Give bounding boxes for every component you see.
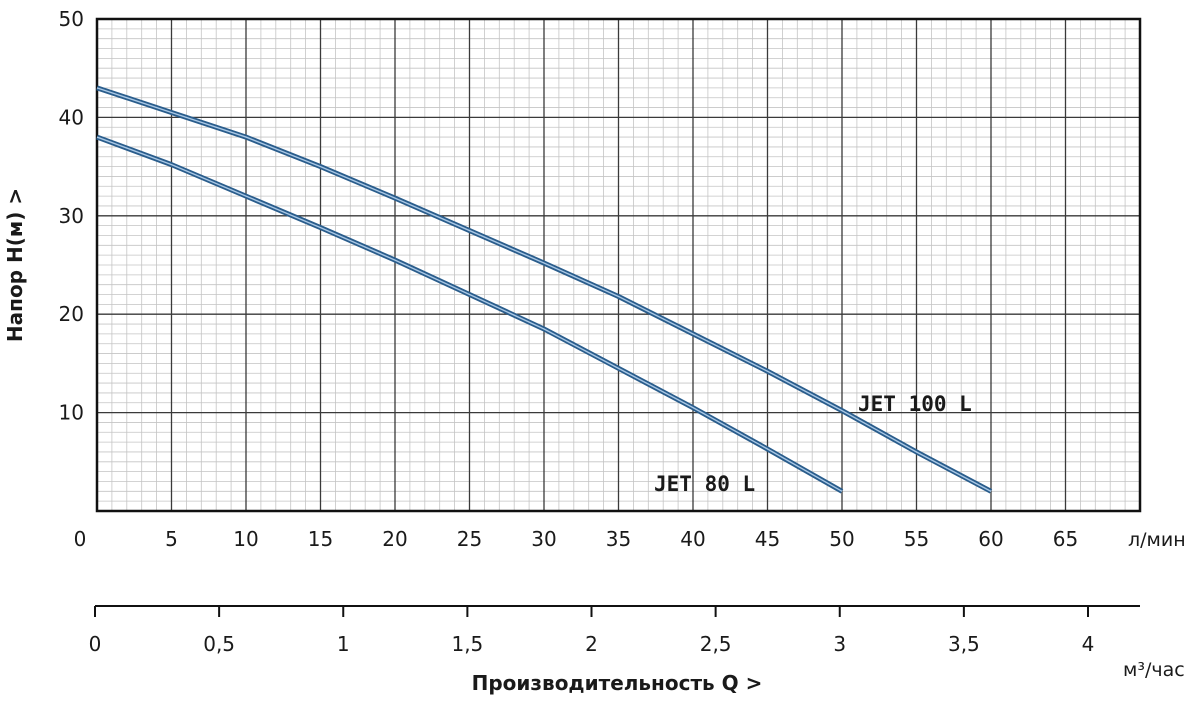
x-secondary-tick-label: 0 [89, 632, 102, 656]
x-tick-label: 55 [904, 527, 929, 551]
y-tick-label: 10 [59, 401, 84, 425]
y-tick-label: 40 [59, 105, 84, 129]
x-tick-label: 30 [531, 527, 556, 551]
x-secondary-tick-label: 2,5 [700, 632, 732, 656]
x-tick-label: 10 [233, 527, 258, 551]
y-tick-label: 50 [59, 7, 84, 31]
x-tick-label: 0 [74, 527, 87, 551]
x-tick-label: 50 [829, 527, 854, 551]
x-secondary-tick-label: 3,5 [948, 632, 980, 656]
x-tick-label: 15 [308, 527, 333, 551]
y-tick-labels: 50 40 30 20 10 [59, 7, 84, 425]
x-tick-label: 20 [382, 527, 407, 551]
x-secondary-tick-label: 3 [833, 632, 846, 656]
y-tick-label: 30 [59, 204, 84, 228]
x-secondary-unit: м³/час [1123, 659, 1185, 681]
x-tick-label: 45 [755, 527, 780, 551]
x-tick-label: 65 [1053, 527, 1078, 551]
x-secondary-tick-label: 1 [337, 632, 350, 656]
x-secondary-tick-label: 0,5 [203, 632, 235, 656]
y-tick-label: 20 [59, 302, 84, 326]
x-tick-label: 60 [978, 527, 1003, 551]
x-secondary-tick-label: 4 [1082, 632, 1095, 656]
x-primary-unit: л/мин [1128, 529, 1186, 551]
x-tick-label: 35 [606, 527, 631, 551]
x-secondary-tick-label: 2 [585, 632, 598, 656]
series-layer [96, 85, 993, 494]
x-secondary-tick-labels: 0 0,5 1 1,5 2 2,5 3 3,5 4 [89, 606, 1095, 656]
x-tick-label: 25 [457, 527, 482, 551]
x-tick-label: 5 [165, 527, 178, 551]
series-label-jet-100-l: JET 100 L [858, 392, 972, 416]
x-primary-tick-labels: 0 5 10 15 20 25 30 35 40 45 50 55 60 65 [74, 527, 1079, 551]
series-label-jet-80-l: JET 80 L [654, 472, 755, 496]
series-line-highlight-jet-100-l [96, 87, 992, 492]
x-axis-title: Производительность Q > [472, 671, 763, 695]
x-secondary-tick-label: 1,5 [451, 632, 483, 656]
plot-frame [95, 17, 1142, 513]
series-line-highlight-jet-80-l [96, 136, 843, 492]
x-tick-label: 40 [680, 527, 705, 551]
y-axis-title: Напор H(м) > [3, 188, 27, 342]
